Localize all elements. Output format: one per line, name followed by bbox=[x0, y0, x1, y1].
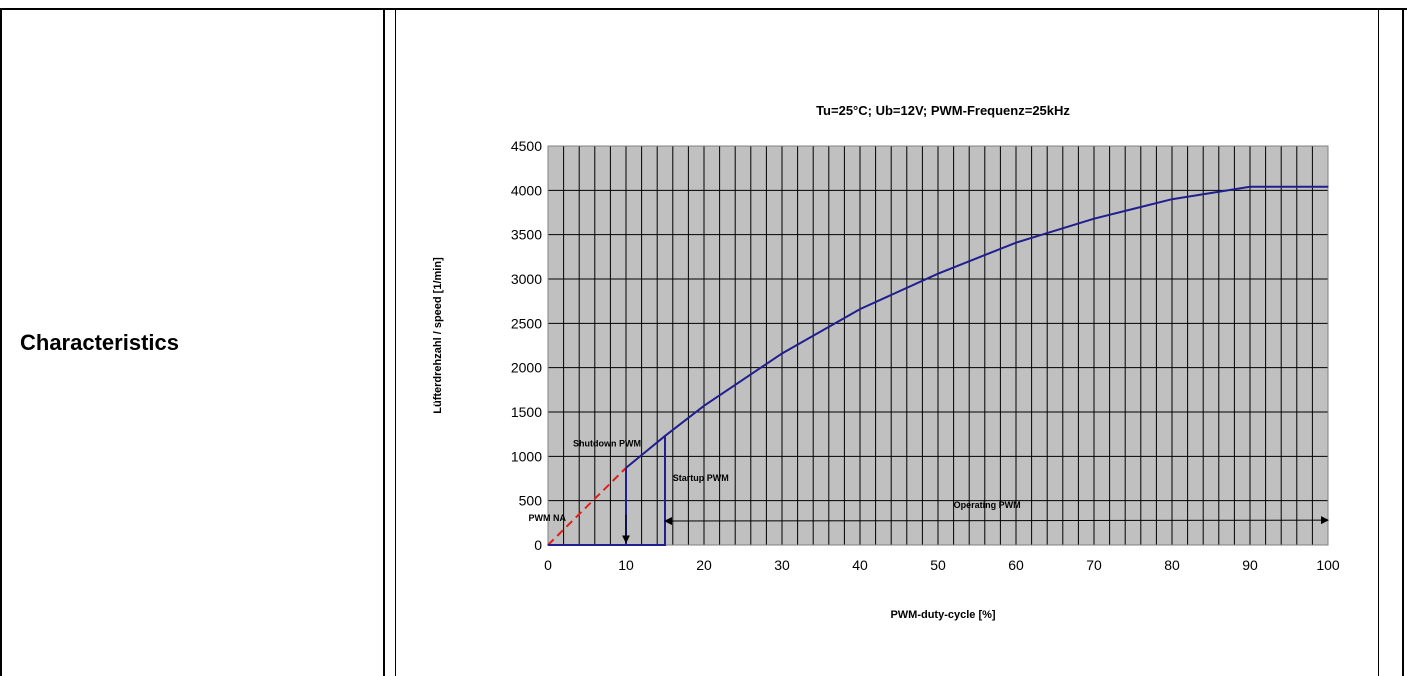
y-tick-label: 0 bbox=[534, 537, 542, 553]
table-border-divider bbox=[383, 8, 385, 676]
pwm-speed-chart: 0 500 1000 1500 2000 2500 3000 3500 4000 4500 0 10 2… bbox=[432, 103, 1340, 621]
data-point bbox=[703, 405, 705, 407]
x-tick-label: 0 bbox=[544, 557, 552, 573]
y-tick-label: 4000 bbox=[511, 182, 542, 198]
data-point bbox=[1171, 198, 1173, 200]
data-point bbox=[781, 352, 783, 355]
annotation-label: PWM NA bbox=[529, 513, 567, 523]
x-tick-label: 70 bbox=[1086, 557, 1102, 573]
operating-range-arrow bbox=[664, 516, 1329, 526]
annotation-label: Operating PWM bbox=[954, 500, 1021, 510]
y-tick-label: 500 bbox=[519, 493, 543, 509]
x-axis-label: PWM-duty-cycle [%] bbox=[890, 609, 995, 621]
y-tick-label: 3500 bbox=[511, 227, 542, 243]
table-border-top bbox=[0, 8, 1407, 10]
x-tick-label: 80 bbox=[1164, 557, 1180, 573]
x-tick-label: 50 bbox=[930, 557, 946, 573]
series-line-not-available-extrapolation bbox=[547, 467, 627, 546]
data-point bbox=[625, 544, 627, 546]
data-point bbox=[1327, 186, 1329, 188]
data-point bbox=[547, 544, 549, 546]
y-tick-label: 2500 bbox=[511, 315, 542, 331]
annotation-label: Startup PWM bbox=[673, 473, 729, 483]
y-tick-label: 2000 bbox=[511, 360, 542, 376]
data-point bbox=[937, 273, 939, 275]
x-tick-label: 30 bbox=[774, 557, 790, 573]
x-tick-label: 90 bbox=[1242, 557, 1258, 573]
y-axis-label: Lüfterdrehzahl / speed [1/min] bbox=[432, 257, 444, 414]
table-border-left bbox=[0, 8, 2, 676]
x-tick-label: 10 bbox=[618, 557, 634, 573]
data-point bbox=[859, 308, 861, 310]
data-point bbox=[1249, 186, 1251, 188]
x-tick-label: 20 bbox=[696, 557, 712, 573]
data-point bbox=[1093, 218, 1095, 220]
annotation-label: Shutdown PWM bbox=[573, 439, 641, 449]
data-point bbox=[664, 435, 666, 437]
data-point bbox=[1015, 242, 1017, 244]
plot-border bbox=[547, 145, 1329, 546]
x-tick-label: 100 bbox=[1316, 557, 1340, 573]
chart-container: 0 500 1000 1500 2000 2500 3000 3500 4000 4500 0 10 2… bbox=[395, 10, 1379, 676]
x-tick-label: 40 bbox=[852, 557, 868, 573]
y-tick-label: 3000 bbox=[511, 271, 542, 287]
table-border-right bbox=[1402, 8, 1404, 676]
y-tick-label: 4500 bbox=[511, 138, 542, 154]
x-tick-label: 60 bbox=[1008, 557, 1024, 573]
y-tick-label: 1000 bbox=[511, 448, 542, 464]
row-label: Characteristics bbox=[20, 330, 179, 355]
data-point bbox=[664, 544, 666, 546]
chart-title: Tu=25°C; Ub=12V; PWM-Frequenz=25kHz bbox=[816, 103, 1070, 118]
y-tick-label: 1500 bbox=[511, 404, 542, 420]
data-point bbox=[625, 467, 627, 469]
